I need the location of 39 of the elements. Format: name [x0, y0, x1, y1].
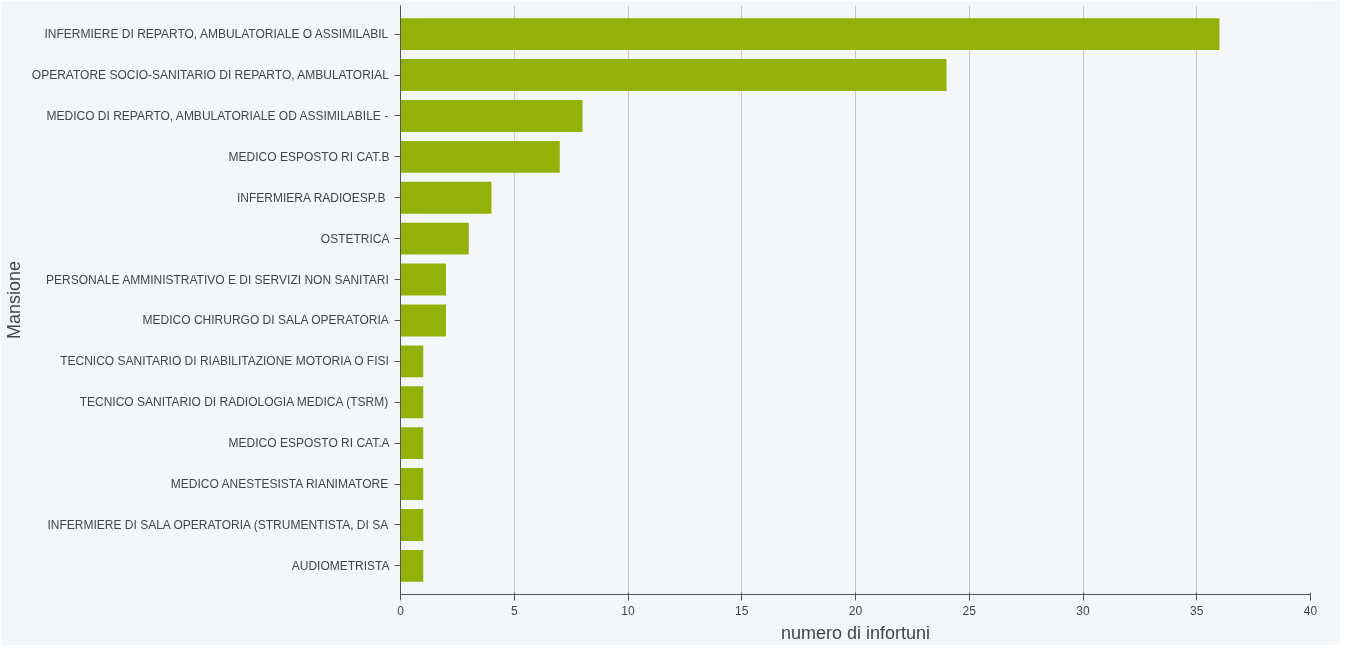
bar — [400, 181, 492, 214]
bar — [400, 345, 424, 378]
bar — [400, 99, 583, 132]
y-tick-label: OPERATORE SOCIO-SANITARIO DI REPARTO, AMBULATORIAL — [31, 68, 390, 83]
y-tick-label: MEDICO ESPOSTO RI CAT.B — [228, 149, 390, 164]
y-tick-label: OSTETRICA — [320, 231, 390, 246]
x-tick-label: 5 — [510, 603, 518, 618]
x-tick-label: 0 — [397, 603, 405, 618]
x-tick-label: 35 — [1190, 603, 1204, 618]
bar — [400, 549, 424, 582]
y-tick-label: TECNICO SANITARIO DI RIABILITAZIONE MOTORIA O FISI — [60, 354, 389, 369]
y-tick-label: AUDIOMETRISTA — [291, 558, 390, 573]
x-axis-title: numero di infortuni — [780, 622, 931, 643]
y-tick-label: INFERMIERE DI SALA OPERATORIA (STRUMENTISTA, DI SA — [47, 517, 389, 532]
x-tick-label: 10 — [621, 603, 635, 618]
x-tick-label: 25 — [962, 603, 977, 618]
y-tick-label: MEDICO ANESTESISTA RIANIMATORE — [170, 477, 389, 492]
bar — [400, 304, 446, 337]
bar — [400, 59, 947, 91]
y-tick-label: MEDICO CHIRURGO DI SALA OPERATORIA — [142, 313, 389, 328]
y-tick-label: TECNICO SANITARIO DI RADIOLOGIA MEDICA (TSRM) — [79, 395, 389, 410]
bar — [400, 427, 424, 460]
x-tick-label: 15 — [735, 603, 749, 618]
y-tick-label: MEDICO DI REPARTO, AMBULATORIALE OD ASSIMILABILE - — [46, 108, 389, 123]
bar — [400, 140, 560, 173]
bar — [400, 468, 424, 501]
bar — [400, 18, 1220, 51]
x-tick-label: 40 — [1303, 603, 1318, 618]
y-tick-label: INFERMIERE DI REPARTO, AMBULATORIALE O ASSIMILABIL — [44, 27, 389, 42]
y-tick-label: PERSONALE AMMINISTRATIVO E DI SERVIZI NON SANITARI — [46, 272, 389, 287]
x-tick-label: 30 — [1076, 603, 1090, 618]
y-tick-label: MEDICO ESPOSTO RI CAT.A — [228, 436, 390, 451]
bar — [400, 386, 424, 419]
y-axis-title: Mansione — [3, 260, 24, 340]
y-tick-label: INFERMIERA RADIOESP.B — [237, 190, 386, 205]
bar — [400, 263, 446, 296]
x-tick-label: 20 — [848, 603, 863, 618]
bar — [400, 509, 424, 541]
bar — [400, 222, 469, 255]
